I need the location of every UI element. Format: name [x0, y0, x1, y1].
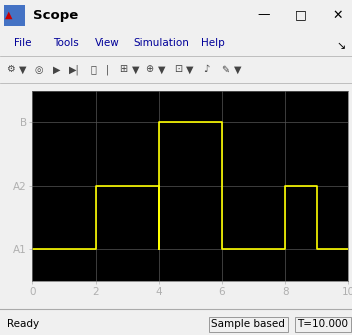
Text: Help: Help — [201, 38, 224, 48]
Text: □: □ — [295, 8, 307, 21]
Text: Tools: Tools — [53, 38, 78, 48]
Text: ↘: ↘ — [337, 41, 346, 51]
Text: ▶: ▶ — [52, 65, 60, 74]
Text: Scope: Scope — [33, 8, 79, 21]
Text: ▲: ▲ — [5, 10, 13, 20]
Text: ▼: ▼ — [132, 65, 139, 74]
Text: |: | — [106, 64, 109, 75]
Text: ⊕: ⊕ — [145, 65, 154, 74]
Text: Sample based: Sample based — [211, 319, 285, 329]
Text: ▼: ▼ — [234, 65, 241, 74]
Text: T=10.000: T=10.000 — [297, 319, 348, 329]
Text: ▼: ▼ — [186, 65, 194, 74]
Text: Ready: Ready — [7, 319, 39, 329]
Text: View: View — [95, 38, 120, 48]
Text: ◎: ◎ — [34, 65, 43, 74]
Text: ▼: ▼ — [19, 65, 27, 74]
Text: ⊡: ⊡ — [174, 65, 182, 74]
Text: Simulation: Simulation — [134, 38, 190, 48]
Text: ✎: ✎ — [221, 65, 230, 74]
Text: ⚙: ⚙ — [6, 65, 15, 74]
Text: File: File — [14, 38, 32, 48]
Text: ✕: ✕ — [333, 8, 343, 21]
Text: ▼: ▼ — [158, 65, 166, 74]
Text: —: — — [258, 8, 270, 21]
Text: ⊞: ⊞ — [119, 65, 127, 74]
Text: ♪: ♪ — [203, 65, 209, 74]
Text: ▶|: ▶| — [69, 64, 79, 75]
Text: ⬛: ⬛ — [90, 65, 96, 74]
Bar — [4, 4, 25, 25]
